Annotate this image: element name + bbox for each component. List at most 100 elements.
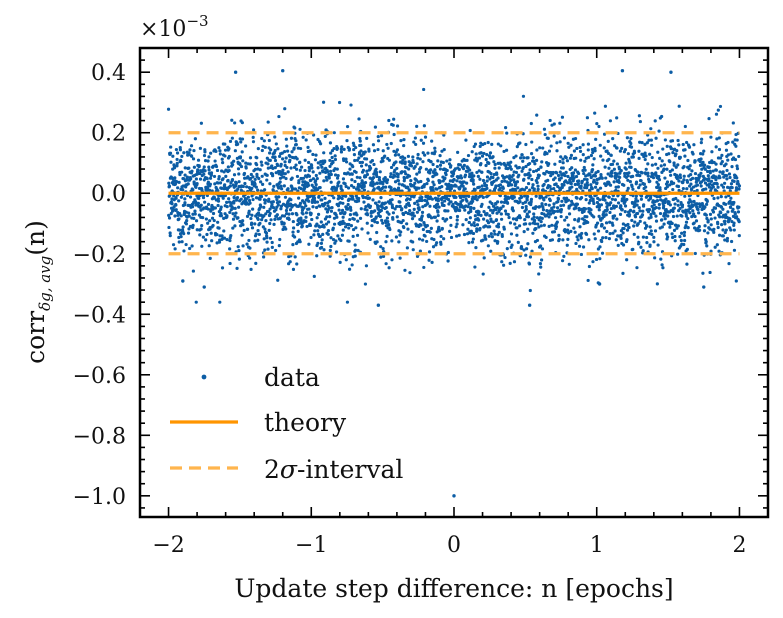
data-point <box>428 204 432 208</box>
data-point <box>715 137 719 141</box>
data-point <box>295 174 300 179</box>
data-point <box>414 178 418 182</box>
data-point <box>500 260 504 264</box>
data-point <box>404 205 408 209</box>
data-point <box>683 194 687 198</box>
data-point <box>471 231 476 236</box>
data-point <box>463 208 467 212</box>
data-point <box>228 184 232 188</box>
data-point <box>196 201 200 205</box>
data-point <box>380 205 384 210</box>
data-point <box>273 135 277 139</box>
data-point <box>255 163 259 167</box>
data-point <box>451 172 456 176</box>
data-point <box>595 122 599 126</box>
data-point <box>548 184 552 188</box>
data-point <box>584 232 589 236</box>
data-point <box>365 213 370 217</box>
data-point <box>504 164 508 168</box>
data-point <box>401 158 405 162</box>
data-point <box>614 238 618 242</box>
data-point <box>218 152 222 156</box>
data-point <box>322 179 326 183</box>
data-point <box>638 119 642 124</box>
data-point <box>381 182 385 186</box>
data-point <box>328 215 332 219</box>
data-point <box>725 168 729 173</box>
data-point <box>342 158 346 163</box>
data-point <box>424 167 428 171</box>
data-point <box>455 179 459 183</box>
data-point <box>663 176 667 180</box>
data-point <box>222 229 226 233</box>
data-point <box>364 157 369 161</box>
data-point <box>400 207 404 211</box>
data-point <box>220 186 224 191</box>
data-point <box>267 197 271 201</box>
data-point <box>534 194 538 198</box>
data-point <box>576 182 581 186</box>
data-point <box>574 174 579 179</box>
data-point <box>199 227 203 231</box>
data-point <box>265 240 269 244</box>
data-point <box>437 225 441 229</box>
data-point <box>691 152 695 156</box>
data-point <box>260 174 264 178</box>
data-point <box>353 179 357 184</box>
data-point <box>310 200 314 204</box>
data-point <box>644 185 648 189</box>
data-point <box>196 158 201 162</box>
data-point <box>300 224 304 228</box>
data-point <box>605 229 609 234</box>
data-point <box>457 167 461 171</box>
data-point <box>291 243 295 247</box>
data-point <box>476 174 480 179</box>
y-tick-label: 0.4 <box>91 61 126 86</box>
data-point <box>700 137 704 141</box>
data-point <box>387 212 391 216</box>
data-point <box>560 259 565 263</box>
data-point <box>586 142 591 146</box>
data-point <box>202 172 206 176</box>
data-point <box>509 232 514 236</box>
data-point <box>203 150 207 154</box>
data-point <box>706 231 710 235</box>
data-point <box>709 179 714 183</box>
data-point <box>276 147 280 151</box>
data-point <box>183 197 187 201</box>
data-point <box>489 208 493 212</box>
data-point <box>316 229 320 233</box>
data-point <box>405 197 410 201</box>
data-point <box>338 260 342 264</box>
data-point <box>684 220 689 224</box>
data-point <box>176 186 180 190</box>
data-point <box>193 137 197 141</box>
data-point <box>468 128 472 133</box>
data-point <box>421 141 426 145</box>
data-point <box>666 235 670 239</box>
data-point <box>455 218 459 222</box>
data-point <box>561 238 565 242</box>
data-point <box>464 218 468 222</box>
data-point <box>256 147 260 151</box>
data-point <box>255 156 259 160</box>
data-point <box>562 254 566 258</box>
data-point <box>590 187 594 191</box>
data-point <box>575 146 579 151</box>
data-point <box>496 225 501 229</box>
data-point <box>224 174 228 178</box>
data-point <box>361 195 366 199</box>
data-point <box>714 112 719 116</box>
data-point <box>373 220 377 224</box>
data-point <box>256 228 260 233</box>
data-point <box>477 185 481 189</box>
data-point <box>725 177 729 181</box>
data-point <box>538 146 542 150</box>
data-point <box>650 163 654 167</box>
data-point <box>375 220 380 225</box>
data-point <box>313 200 317 204</box>
data-point <box>193 209 197 213</box>
data-point <box>285 165 289 170</box>
data-point <box>349 208 353 212</box>
